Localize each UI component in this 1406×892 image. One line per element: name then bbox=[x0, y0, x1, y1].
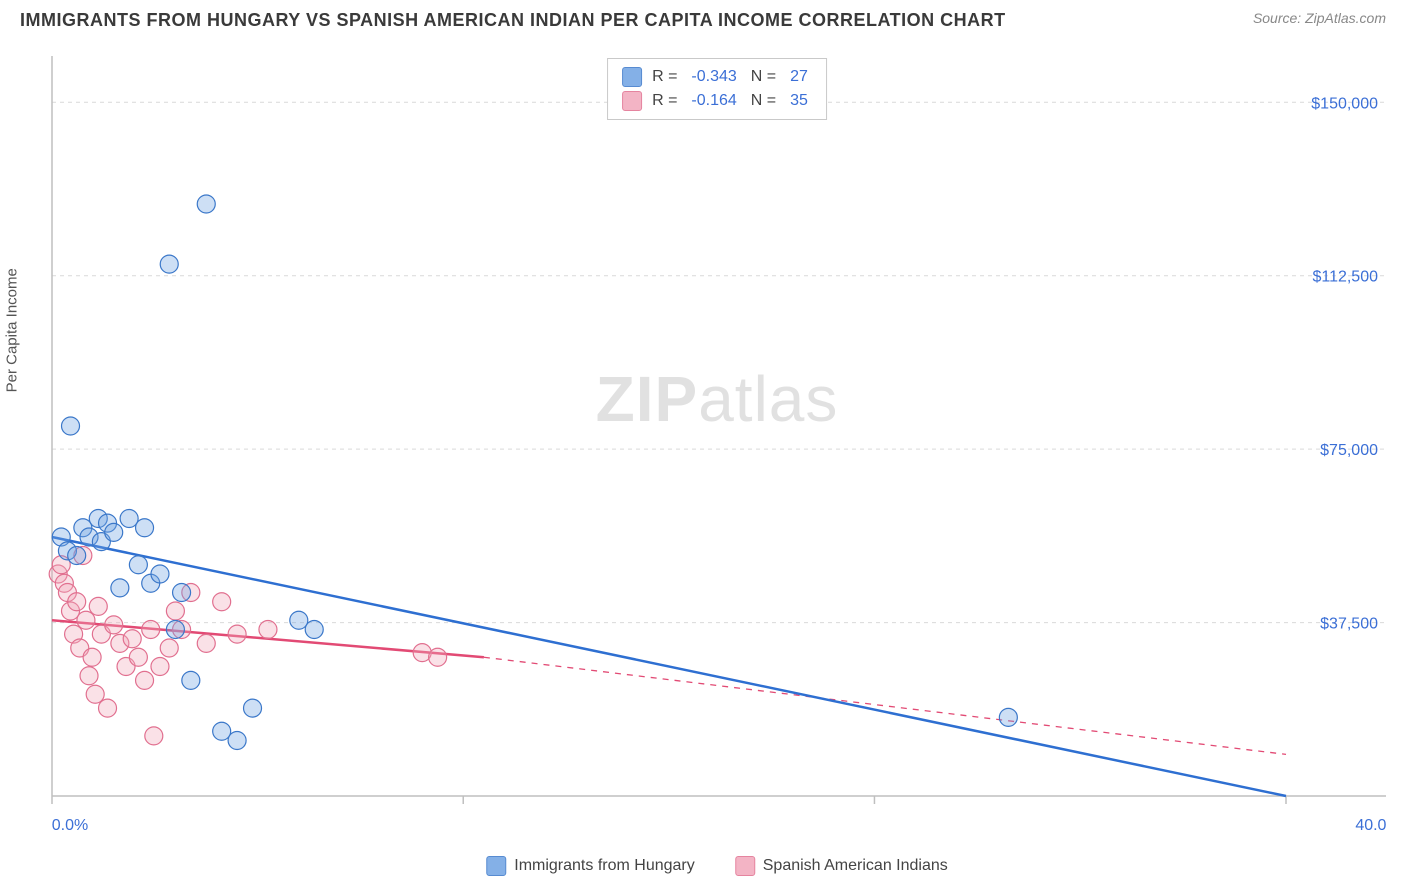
r-value-pink: -0.164 bbox=[691, 92, 736, 110]
chart-area: Per Capita Income ZIPatlas $37,500$75,00… bbox=[48, 56, 1386, 836]
swatch-blue bbox=[622, 67, 642, 87]
scatter-plot: $37,500 $75,000 $112,500 $150,000 0.0% 40.0% bbox=[48, 56, 1386, 836]
source-attribution: Source: ZipAtlas.com bbox=[1253, 10, 1386, 26]
chart-title: IMMIGRANTS FROM HUNGARY VS SPANISH AMERI… bbox=[20, 10, 1006, 31]
svg-text:$37,500: $37,500 bbox=[1320, 616, 1378, 633]
svg-text:0.0%: 0.0% bbox=[52, 817, 88, 834]
y-axis-label: Per Capita Income bbox=[4, 268, 21, 392]
legend-series: Immigrants from Hungary Spanish American… bbox=[486, 856, 948, 876]
series-label-pink: Spanish American Indians bbox=[763, 857, 948, 875]
legend-item-pink: Spanish American Indians bbox=[735, 856, 948, 876]
r-label-pink: R = bbox=[652, 92, 677, 110]
legend-row-pink: R = -0.164 N = 35 bbox=[622, 89, 812, 113]
swatch-pink-bottom bbox=[735, 856, 755, 876]
swatch-pink bbox=[622, 91, 642, 111]
n-label-blue: N = bbox=[751, 68, 776, 86]
svg-text:$75,000: $75,000 bbox=[1320, 442, 1378, 459]
svg-text:$150,000: $150,000 bbox=[1311, 95, 1378, 112]
series-label-blue: Immigrants from Hungary bbox=[514, 857, 695, 875]
n-label-pink: N = bbox=[751, 92, 776, 110]
r-value-blue: -0.343 bbox=[691, 68, 736, 86]
n-value-pink: 35 bbox=[790, 92, 808, 110]
r-label-blue: R = bbox=[652, 68, 677, 86]
legend-row-blue: R = -0.343 N = 27 bbox=[622, 65, 812, 89]
n-value-blue: 27 bbox=[790, 68, 808, 86]
legend-item-blue: Immigrants from Hungary bbox=[486, 856, 695, 876]
svg-text:$112,500: $112,500 bbox=[1312, 269, 1378, 286]
swatch-blue-bottom bbox=[486, 856, 506, 876]
svg-text:40.0%: 40.0% bbox=[1355, 817, 1386, 834]
legend-stats: R = -0.343 N = 27 R = -0.164 N = 35 bbox=[607, 58, 827, 120]
